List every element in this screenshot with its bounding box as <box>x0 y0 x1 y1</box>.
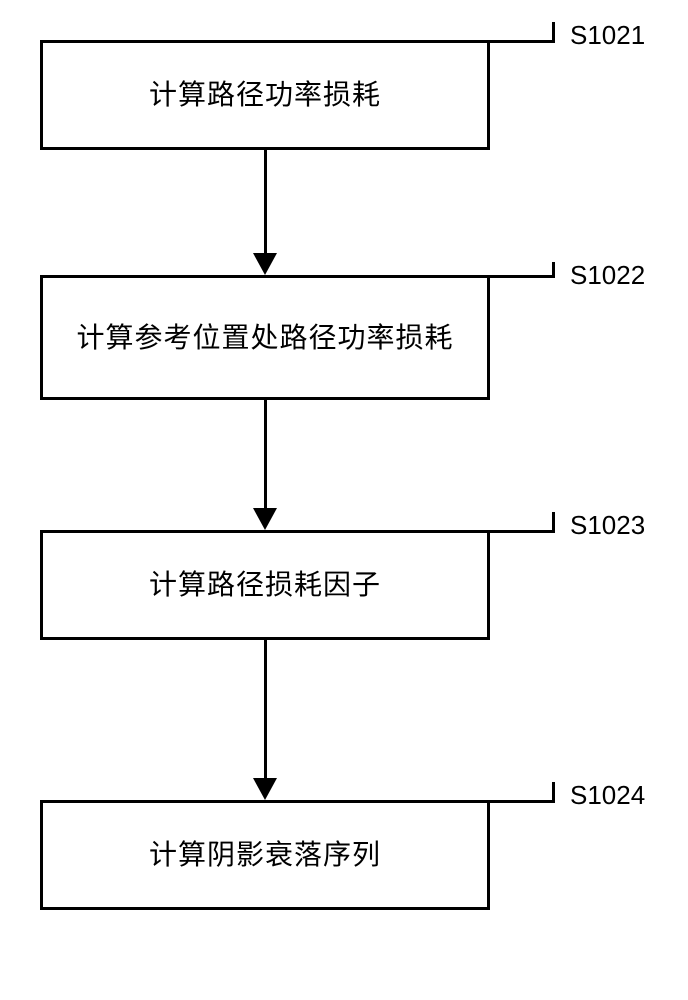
flow-box-4: 计算阴影衰落序列 <box>40 800 490 910</box>
flow-box-2-text: 计算参考位置处路径功率损耗 <box>76 318 453 357</box>
step-label-1: S1021 <box>570 20 645 51</box>
label-connector-1-h <box>490 40 555 43</box>
label-connector-3-v <box>552 512 555 533</box>
flow-box-1: 计算路径功率损耗 <box>40 40 490 150</box>
label-connector-4-h <box>490 800 555 803</box>
step-label-3: S1023 <box>570 510 645 541</box>
step-label-4: S1024 <box>570 780 645 811</box>
flow-box-3: 计算路径损耗因子 <box>40 530 490 640</box>
flow-box-2: 计算参考位置处路径功率损耗 <box>40 275 490 400</box>
label-connector-2-v <box>552 262 555 278</box>
arrow-1-line <box>264 150 267 255</box>
flow-box-1-text: 计算路径功率损耗 <box>149 75 381 114</box>
arrow-2-head <box>253 508 277 530</box>
label-connector-2-h <box>490 275 555 278</box>
label-connector-1-v <box>552 22 555 43</box>
label-connector-4-v <box>552 782 555 803</box>
arrow-1-head <box>253 253 277 275</box>
flow-box-4-text: 计算阴影衰落序列 <box>149 835 381 874</box>
arrow-3-head <box>253 778 277 800</box>
step-label-2: S1022 <box>570 260 645 291</box>
arrow-3-line <box>264 640 267 780</box>
flowchart-container: 计算路径功率损耗 S1021 计算参考位置处路径功率损耗 S1022 计算路径损… <box>0 0 688 1000</box>
arrow-2-line <box>264 400 267 510</box>
label-connector-3-h <box>490 530 555 533</box>
flow-box-3-text: 计算路径损耗因子 <box>149 565 381 604</box>
